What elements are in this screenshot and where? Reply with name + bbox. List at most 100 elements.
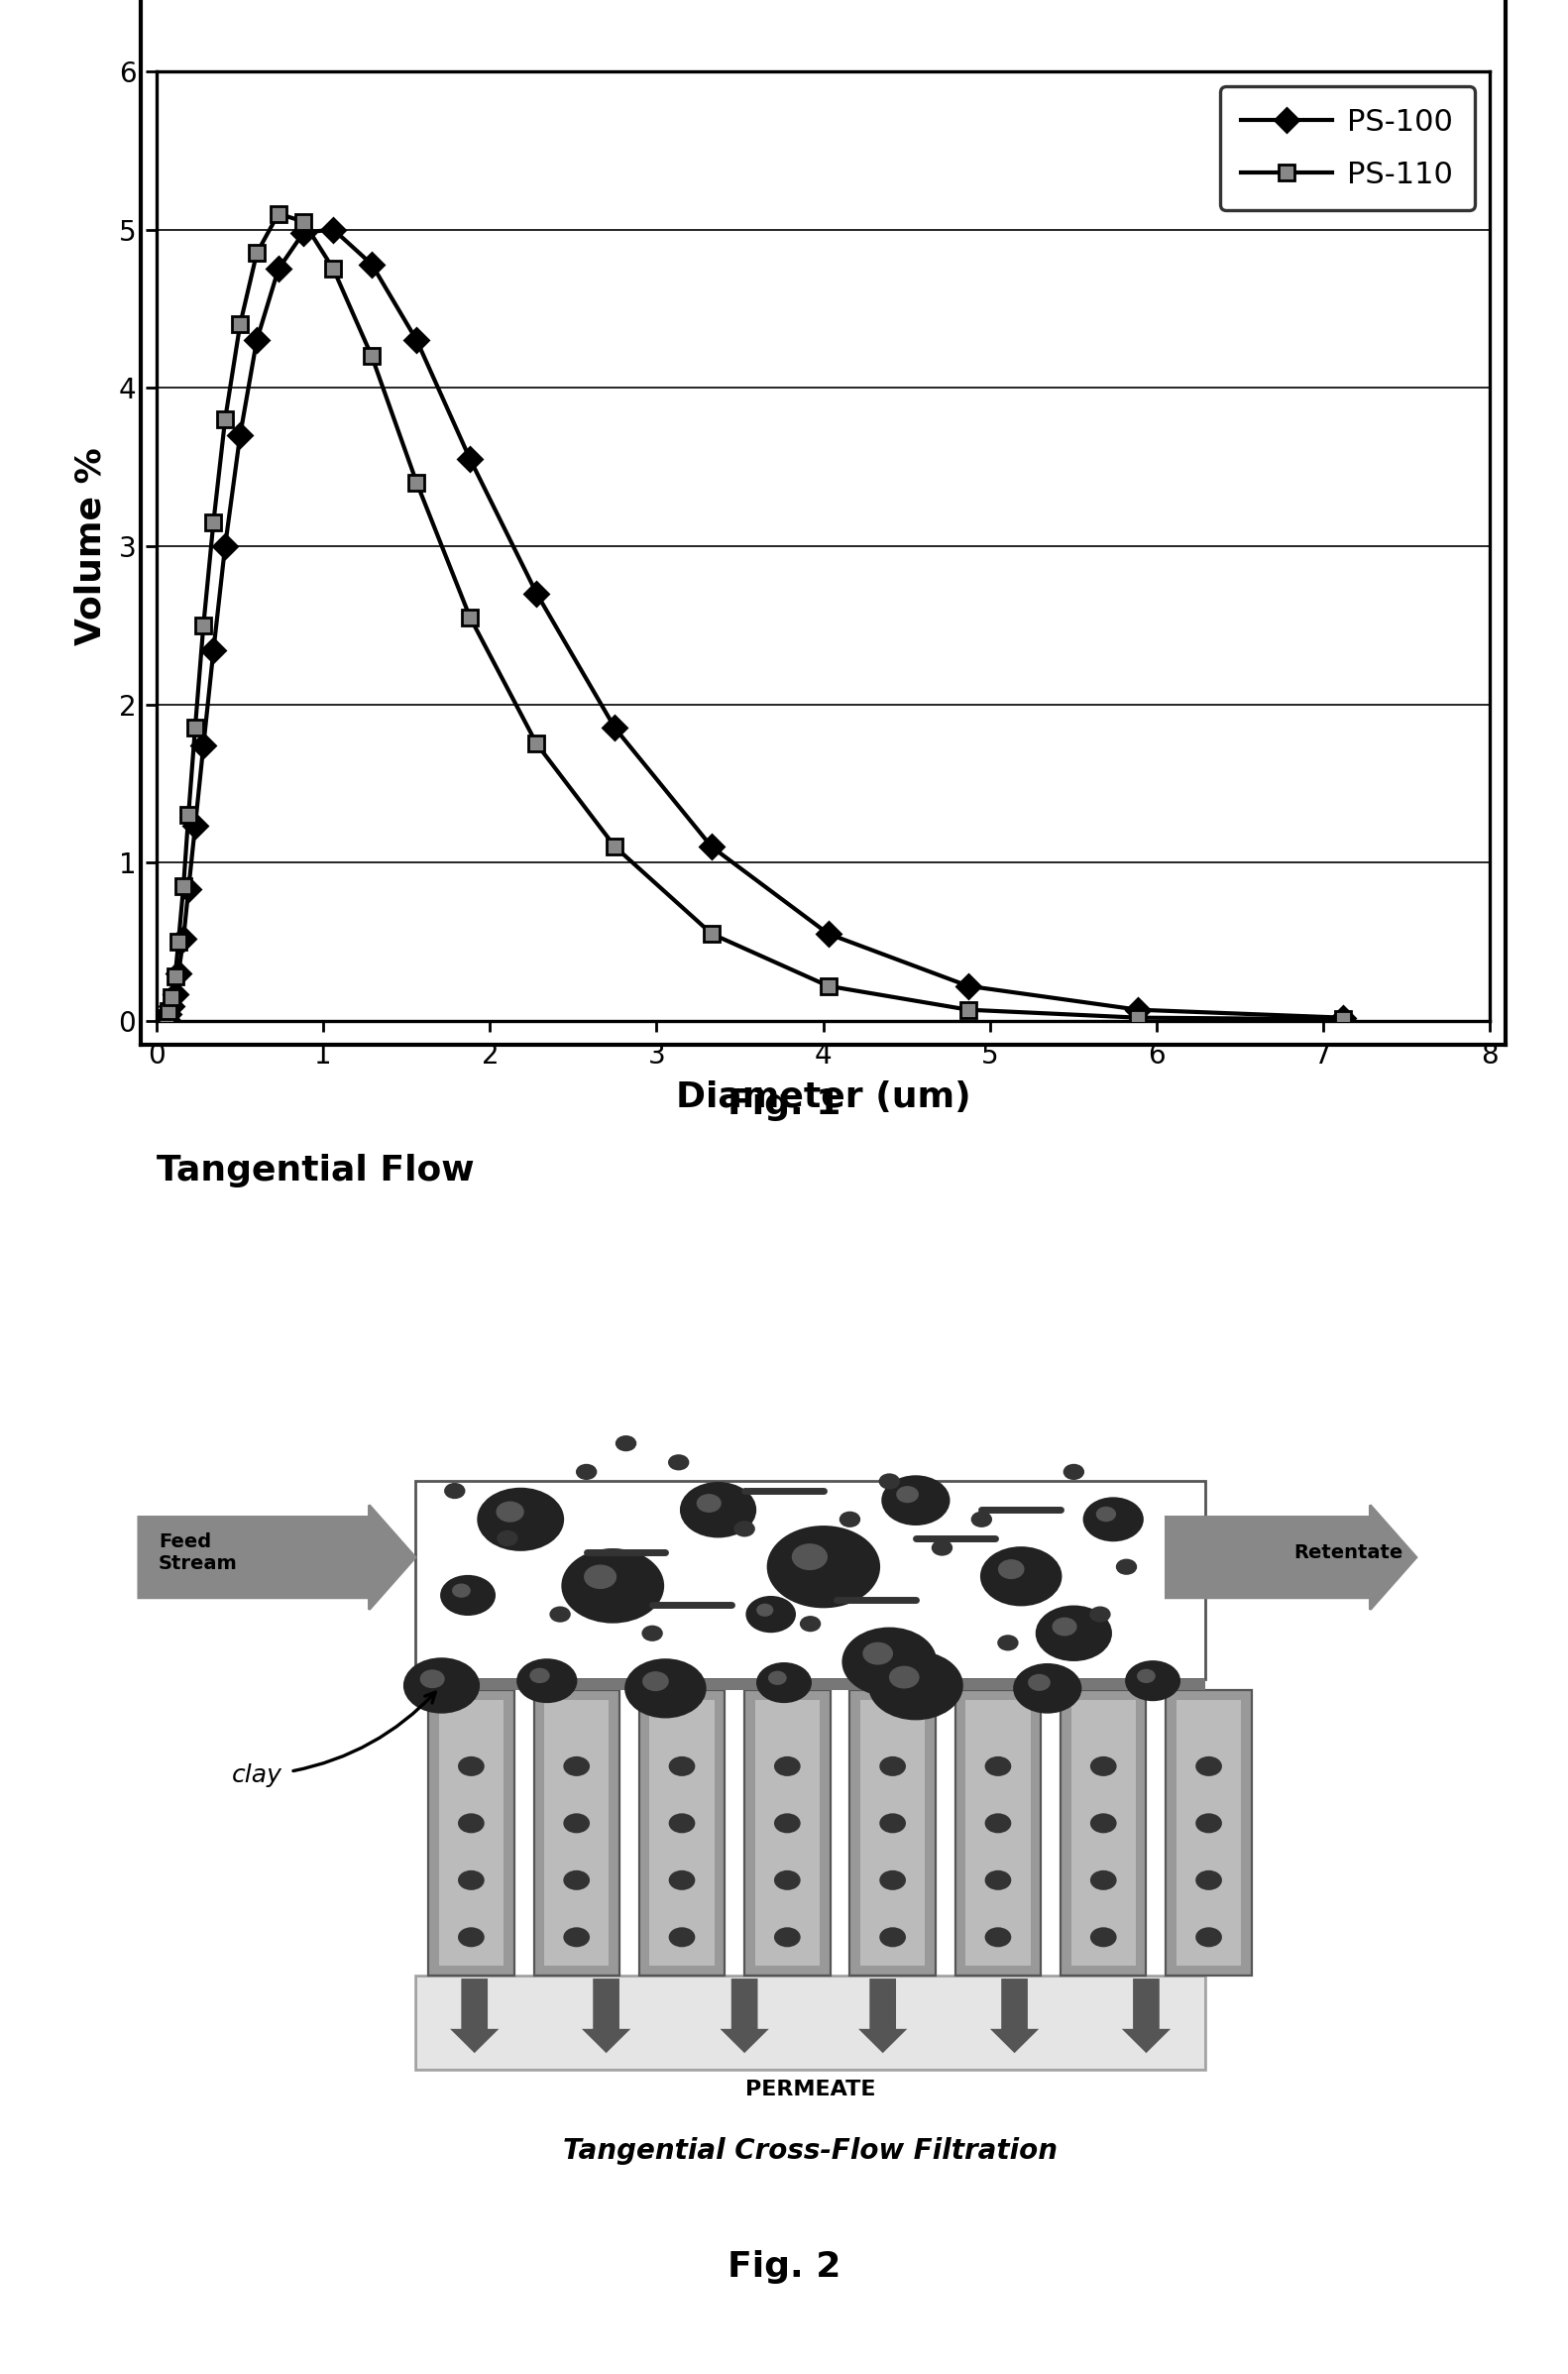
Circle shape (585, 1567, 615, 1588)
Bar (640, 1690, 724, 1975)
FancyArrow shape (585, 1980, 627, 2051)
FancyArrow shape (994, 1980, 1035, 2051)
PS-110 (163, 983, 182, 1011)
Circle shape (870, 1652, 961, 1719)
Circle shape (1196, 1928, 1220, 1947)
Circle shape (1138, 1671, 1154, 1681)
Circle shape (768, 1526, 878, 1607)
PS-110 (230, 311, 249, 339)
PS-100 (230, 420, 249, 449)
Circle shape (1196, 1757, 1220, 1776)
Circle shape (999, 1560, 1022, 1579)
Circle shape (459, 1814, 483, 1833)
FancyArrow shape (453, 1980, 495, 2051)
Circle shape (563, 1550, 663, 1621)
Circle shape (864, 1643, 892, 1664)
X-axis label: Diameter (um): Diameter (um) (676, 1080, 971, 1113)
Circle shape (1126, 1662, 1179, 1700)
PS-100 (154, 1007, 172, 1035)
Circle shape (1091, 1814, 1115, 1833)
Circle shape (1036, 1607, 1110, 1659)
Circle shape (577, 1465, 596, 1479)
PS-100 (325, 216, 343, 245)
Bar (544, 1700, 608, 1966)
Bar (1167, 1690, 1251, 1975)
PS-100 (216, 532, 235, 560)
Text: PERMEATE: PERMEATE (745, 2080, 875, 2099)
Text: clay: clay (232, 1693, 436, 1788)
Bar (955, 1690, 1041, 1975)
Circle shape (1091, 1871, 1115, 1890)
Circle shape (1014, 1664, 1080, 1712)
Circle shape (442, 1576, 494, 1614)
PS-100 (185, 812, 204, 840)
Circle shape (478, 1488, 563, 1550)
PS-110 (1129, 1004, 1148, 1033)
PS-100 (362, 249, 381, 278)
Circle shape (757, 1605, 771, 1614)
PS-110 (169, 928, 188, 957)
PS-100 (527, 579, 546, 608)
PS-100 (169, 959, 188, 988)
FancyArrow shape (723, 1980, 765, 2051)
Circle shape (735, 1522, 754, 1536)
Circle shape (1065, 1465, 1083, 1479)
PS-100 (204, 636, 223, 665)
Circle shape (776, 1871, 800, 1890)
Line: PS-110: PS-110 (155, 207, 1352, 1028)
Circle shape (844, 1629, 936, 1695)
PS-110 (270, 199, 289, 228)
Circle shape (564, 1757, 588, 1776)
Circle shape (982, 1548, 1060, 1605)
Bar (850, 1690, 936, 1975)
PS-100 (248, 325, 267, 354)
PS-110 (605, 833, 624, 862)
Circle shape (897, 1486, 917, 1500)
Circle shape (532, 1669, 549, 1681)
Bar (966, 1700, 1030, 1966)
Bar (1071, 1700, 1135, 1966)
Circle shape (405, 1659, 478, 1712)
Circle shape (670, 1814, 693, 1833)
Bar (533, 1690, 619, 1975)
Circle shape (670, 1928, 693, 1947)
Bar (439, 1700, 503, 1966)
Circle shape (453, 1586, 469, 1595)
PS-110 (166, 961, 185, 990)
PS-110 (158, 997, 177, 1026)
Circle shape (517, 1659, 575, 1702)
Circle shape (881, 1757, 905, 1776)
Circle shape (986, 1871, 1010, 1890)
Circle shape (1091, 1928, 1115, 1947)
Circle shape (1054, 1619, 1076, 1636)
Circle shape (564, 1814, 588, 1833)
Circle shape (1098, 1507, 1115, 1519)
Circle shape (1091, 1757, 1115, 1776)
Circle shape (643, 1626, 662, 1640)
Bar (1176, 1700, 1240, 1966)
Circle shape (670, 1455, 688, 1470)
Circle shape (445, 1484, 464, 1498)
Circle shape (626, 1659, 706, 1716)
PS-100 (179, 876, 198, 904)
Text: Feed
Stream: Feed Stream (158, 1531, 237, 1574)
Y-axis label: Volume %: Volume % (74, 446, 108, 646)
PS-110 (958, 995, 977, 1023)
Bar (416, 1975, 1206, 2070)
Bar (649, 1700, 713, 1966)
Circle shape (793, 1545, 826, 1569)
Circle shape (746, 1598, 795, 1631)
PS-110 (248, 240, 267, 268)
Circle shape (499, 1531, 516, 1545)
PS-100 (1333, 1004, 1352, 1033)
PS-110 (1333, 1004, 1352, 1033)
Bar (745, 1690, 829, 1975)
PS-100 (605, 715, 624, 743)
PS-100 (461, 444, 480, 472)
PS-100 (702, 833, 721, 862)
Circle shape (1118, 1560, 1135, 1574)
Bar (861, 1700, 925, 1966)
Circle shape (459, 1871, 483, 1890)
Bar (416, 1678, 1206, 1690)
PS-100 (818, 919, 837, 947)
